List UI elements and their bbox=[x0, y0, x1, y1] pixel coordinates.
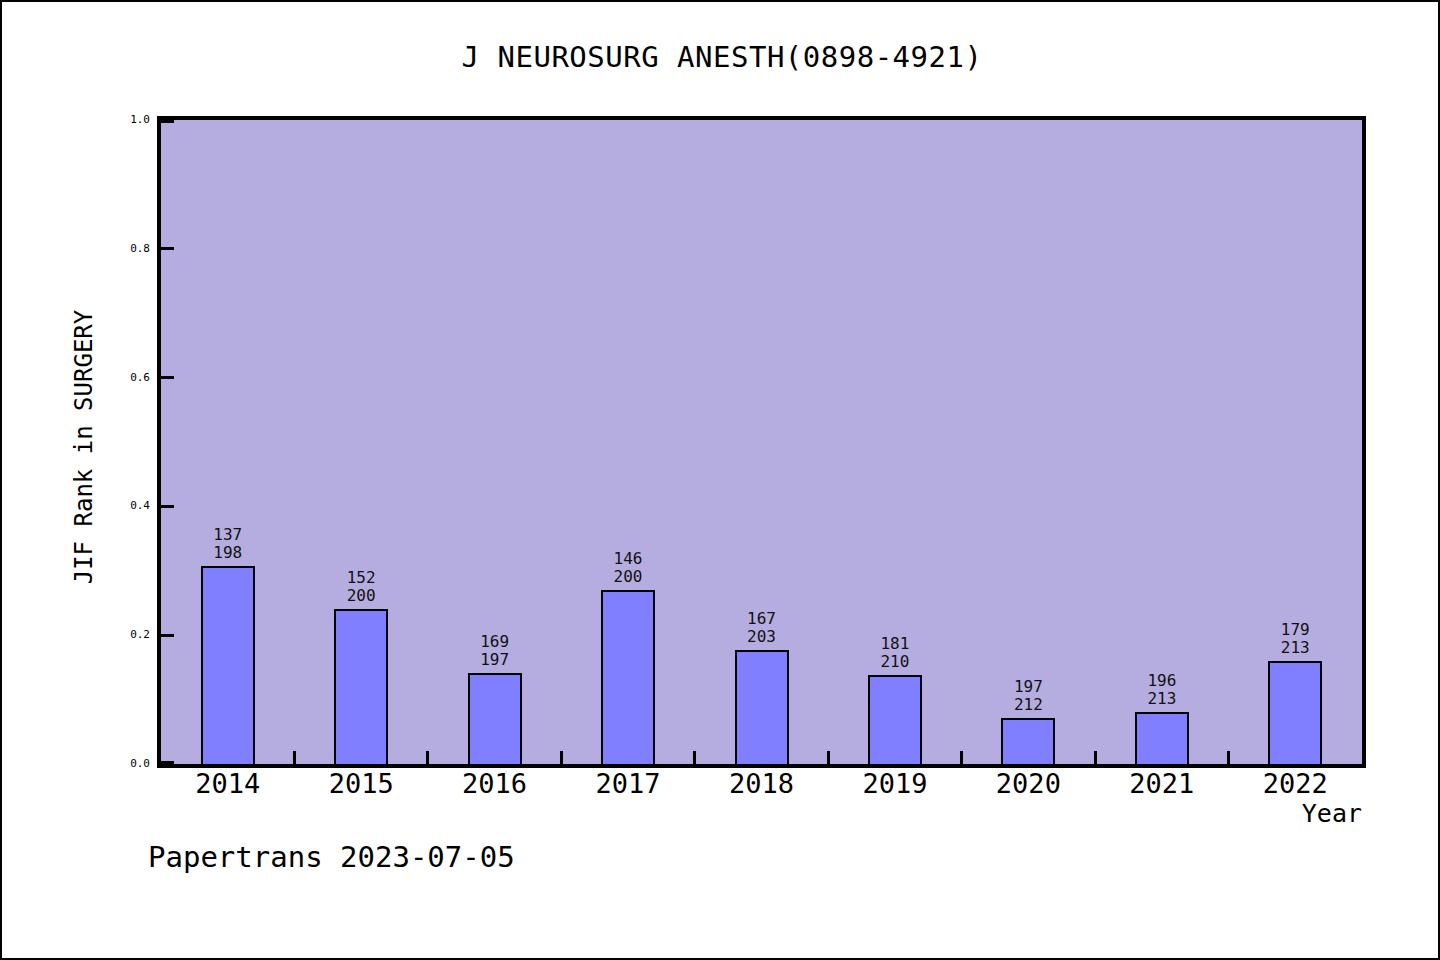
y-tick-label-0.4: 0.4 bbox=[106, 500, 150, 512]
y-tick-label-0.2: 0.2 bbox=[106, 629, 150, 641]
y-tick bbox=[161, 247, 174, 250]
x-minor-tick bbox=[1094, 751, 1097, 764]
x-tick-label-2020: 2020 bbox=[996, 768, 1061, 799]
y-tick bbox=[161, 505, 174, 508]
bar-value-label-2017: 146 200 bbox=[614, 550, 643, 586]
bar-2022 bbox=[1268, 661, 1322, 764]
bar-value-label-2021: 196 213 bbox=[1147, 672, 1176, 708]
y-tick bbox=[161, 761, 174, 764]
bar-2018 bbox=[735, 650, 789, 764]
y-tick-label-1.0: 1.0 bbox=[106, 114, 150, 126]
bar-value-label-2016: 169 197 bbox=[480, 633, 509, 669]
x-minor-tick bbox=[560, 751, 563, 764]
x-axis-title: Year bbox=[1162, 799, 1362, 828]
bar-value-label-2018: 167 203 bbox=[747, 610, 776, 646]
bar-value-label-2019: 181 210 bbox=[880, 635, 909, 671]
y-tick bbox=[161, 120, 174, 123]
x-tick-label-2021: 2021 bbox=[1129, 768, 1194, 799]
y-tick bbox=[161, 376, 174, 379]
x-tick-label-2014: 2014 bbox=[195, 768, 260, 799]
chart-title: J NEUROSURG ANESTH(0898-4921) bbox=[2, 40, 1440, 74]
y-tick bbox=[161, 634, 174, 637]
x-tick-label-2018: 2018 bbox=[729, 768, 794, 799]
x-minor-tick bbox=[426, 751, 429, 764]
x-minor-tick bbox=[693, 751, 696, 764]
x-minor-tick bbox=[293, 751, 296, 764]
y-tick-label-0.0: 0.0 bbox=[106, 758, 150, 770]
x-tick-label-2015: 2015 bbox=[329, 768, 394, 799]
bar-value-label-2022: 179 213 bbox=[1281, 621, 1310, 657]
bar-value-label-2015: 152 200 bbox=[347, 569, 376, 605]
bar-2019 bbox=[868, 675, 922, 764]
y-tick-label-0.6: 0.6 bbox=[106, 372, 150, 384]
bar-2021 bbox=[1135, 712, 1189, 764]
bar-2015 bbox=[334, 609, 388, 764]
plot-area: 137 198 152 200 169 197 146 200 167 203 181 2… bbox=[157, 116, 1366, 768]
y-tick-label-0.8: 0.8 bbox=[106, 243, 150, 255]
bar-2014 bbox=[201, 566, 255, 764]
watermark-text: Papertrans 2023-07-05 bbox=[148, 840, 515, 874]
bar-2020 bbox=[1001, 718, 1055, 764]
bar-2016 bbox=[468, 673, 522, 764]
x-tick-label-2019: 2019 bbox=[862, 768, 927, 799]
y-axis-title: JIF Rank in SURGERY bbox=[70, 310, 98, 585]
x-tick-label-2022: 2022 bbox=[1263, 768, 1328, 799]
x-minor-tick bbox=[1227, 751, 1230, 764]
bar-value-label-2014: 137 198 bbox=[213, 526, 242, 562]
plot-inner: 137 198 152 200 169 197 146 200 167 203 181 2… bbox=[161, 120, 1362, 764]
x-minor-tick bbox=[827, 751, 830, 764]
bar-2017 bbox=[601, 590, 655, 764]
bar-value-label-2020: 197 212 bbox=[1014, 678, 1043, 714]
x-minor-tick bbox=[960, 751, 963, 764]
x-tick-label-2016: 2016 bbox=[462, 768, 527, 799]
x-tick-label-2017: 2017 bbox=[596, 768, 661, 799]
chart-canvas: J NEUROSURG ANESTH(0898-4921) JIF Rank i… bbox=[0, 0, 1440, 960]
